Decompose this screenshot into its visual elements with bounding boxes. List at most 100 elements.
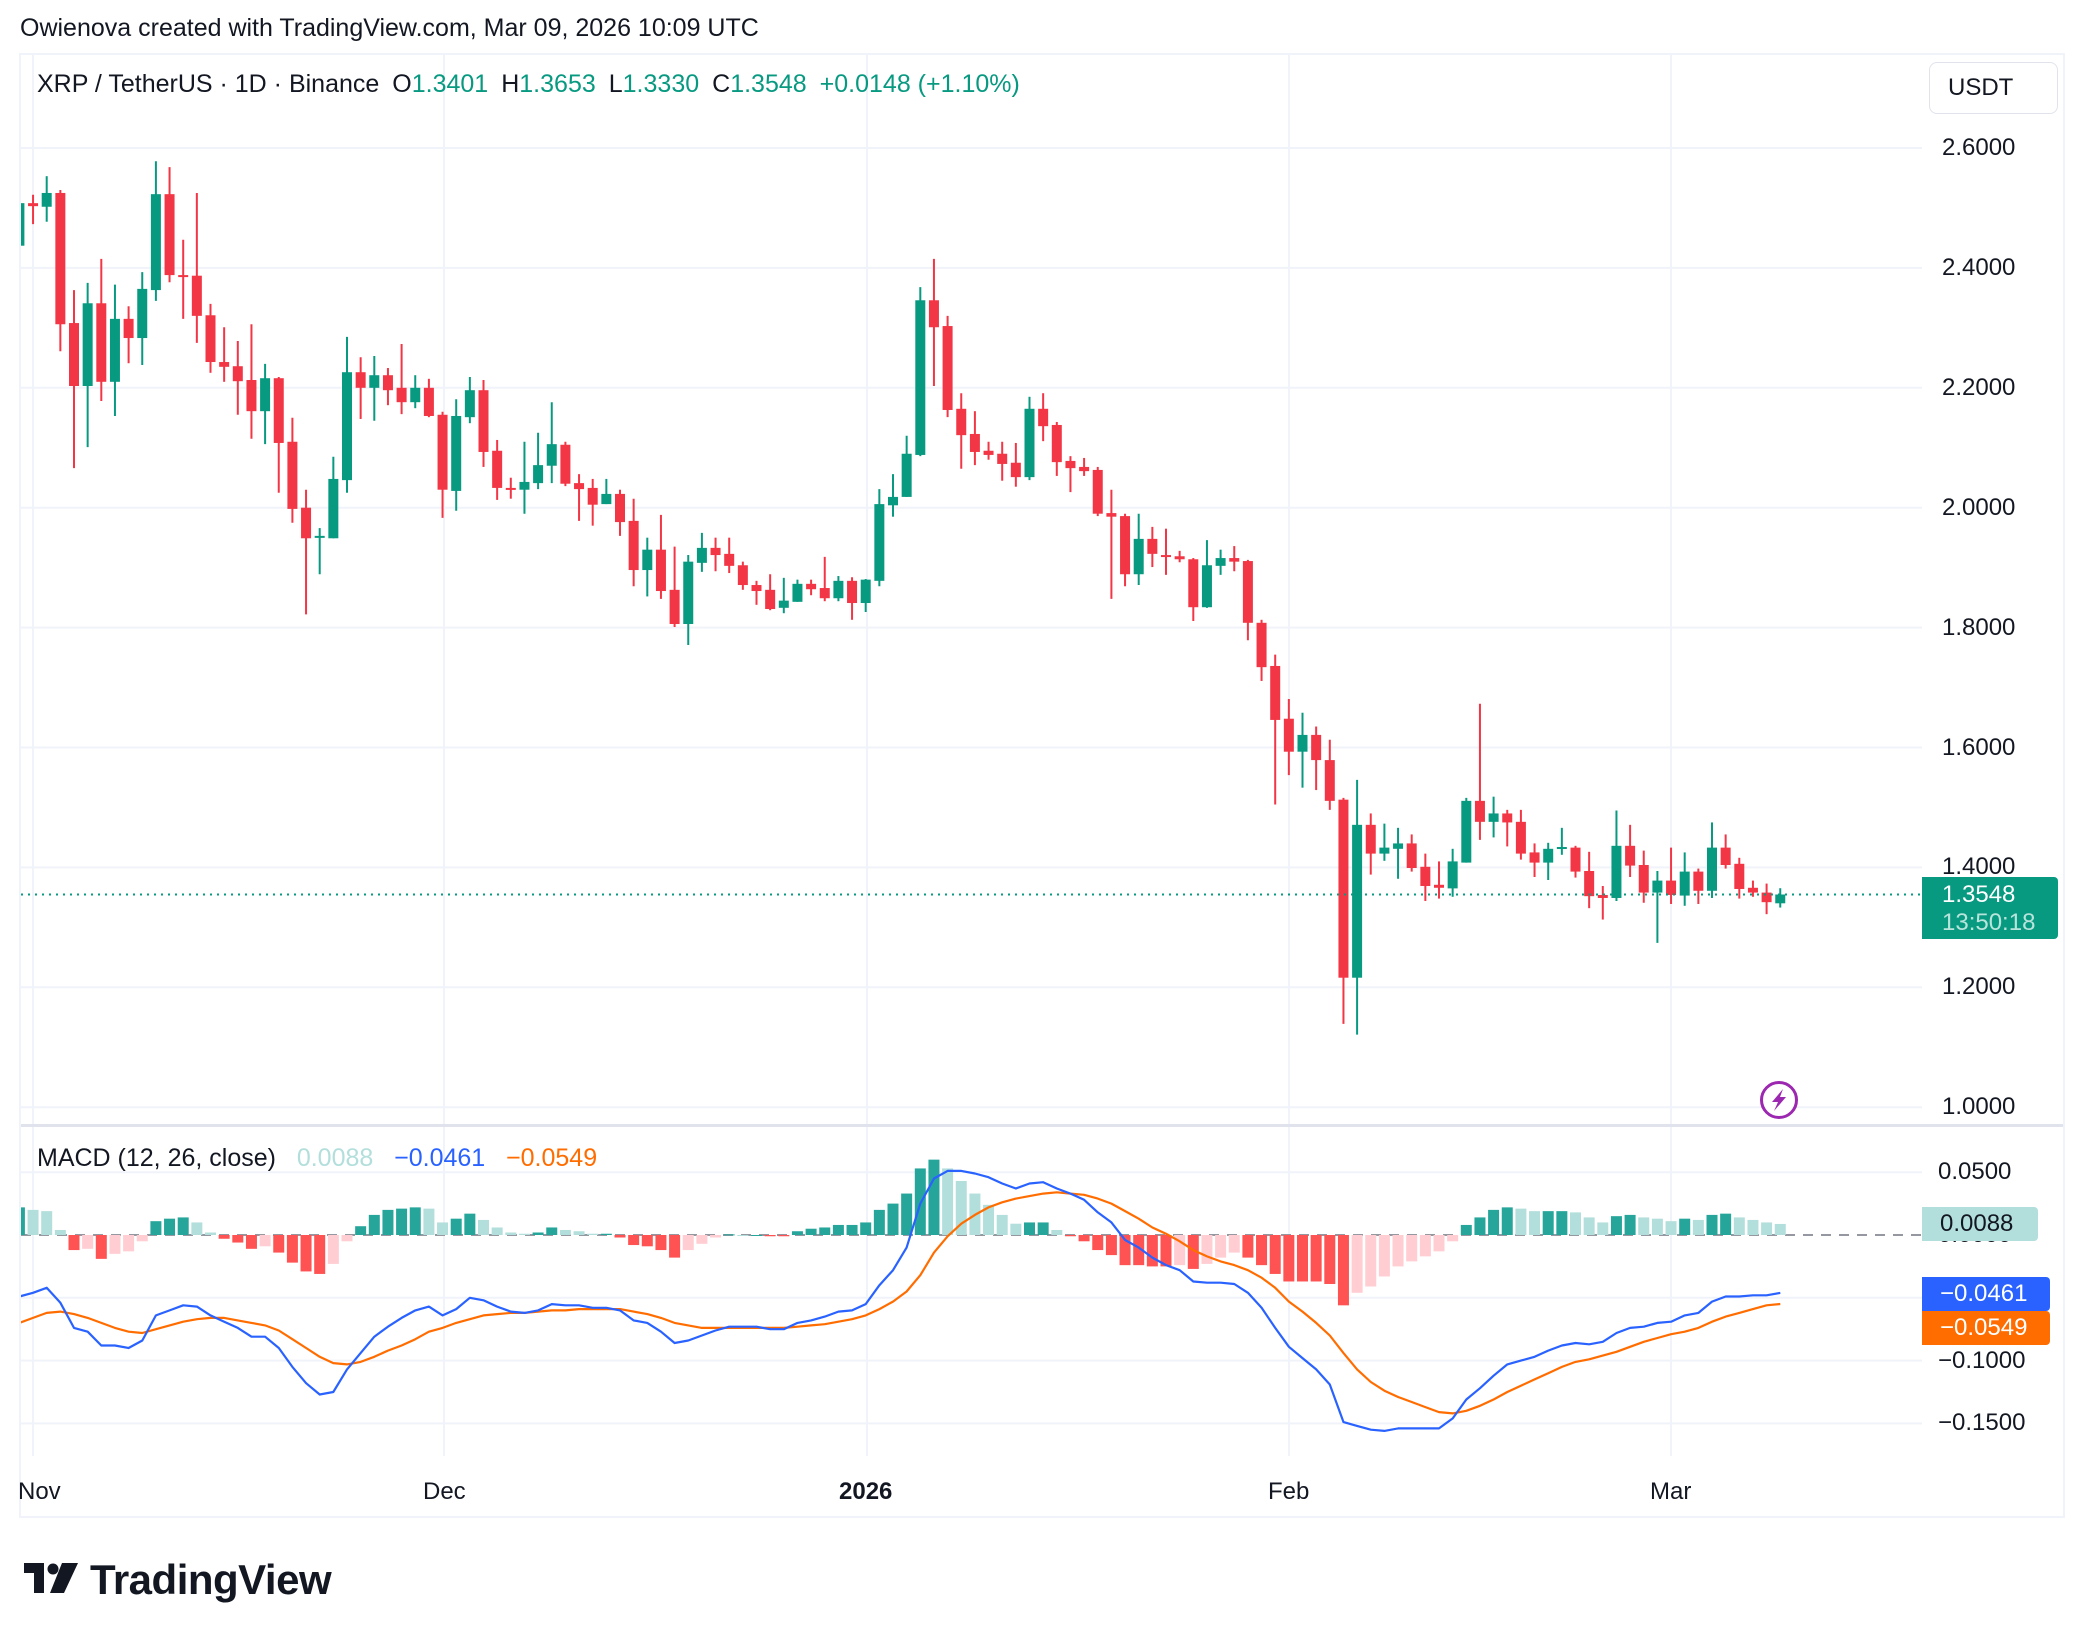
macd-legend: MACD (12, 26, close) 0.0088 −0.0461 −0.0… bbox=[37, 1144, 597, 1173]
macd-histogram-bar bbox=[396, 1208, 408, 1235]
candle-body bbox=[382, 375, 393, 391]
macd-histogram-bar bbox=[1610, 1216, 1622, 1235]
time-tick-label: Mar bbox=[1650, 1478, 1692, 1505]
candle-body bbox=[1311, 734, 1322, 761]
open-value: 1.3401 bbox=[411, 70, 489, 98]
macd-title[interactable]: MACD (12, 26, close) bbox=[37, 1144, 276, 1172]
macd-histogram-bar bbox=[382, 1209, 394, 1235]
candle-body bbox=[1611, 845, 1622, 898]
candle-body bbox=[1761, 892, 1772, 903]
tradingview-logo[interactable]: TradingView bbox=[24, 1556, 332, 1604]
candle-body bbox=[1338, 799, 1349, 978]
macd-histogram-bar bbox=[983, 1204, 995, 1235]
candle-body bbox=[369, 375, 380, 388]
macd-histogram-bar bbox=[1378, 1235, 1390, 1277]
macd-histogram-bar bbox=[1679, 1218, 1691, 1235]
macd-histogram-bar bbox=[805, 1228, 817, 1235]
macd-histogram-bar bbox=[819, 1227, 831, 1235]
macd-histogram-bar bbox=[1269, 1235, 1281, 1274]
pane-separator[interactable] bbox=[21, 1124, 2063, 1127]
candle-body bbox=[1201, 565, 1212, 608]
macd-histogram-bar bbox=[1351, 1235, 1363, 1293]
currency-button[interactable]: USDT bbox=[1929, 62, 2058, 114]
chart-credit: Owienova created with TradingView.com, M… bbox=[20, 14, 759, 42]
macd-histogram-bar bbox=[1583, 1217, 1595, 1235]
candle-body bbox=[1188, 559, 1199, 608]
macd-histogram-bar bbox=[450, 1218, 462, 1235]
macd-histogram-bar bbox=[205, 1232, 216, 1235]
macd-histogram-bar bbox=[1597, 1222, 1609, 1235]
macd-histogram-bar bbox=[1092, 1235, 1104, 1251]
candle-body bbox=[901, 453, 912, 497]
macd-histogram-bar bbox=[355, 1226, 367, 1235]
macd-histogram-bar bbox=[587, 1233, 599, 1235]
candle-body bbox=[615, 493, 625, 523]
macd-histogram-bar bbox=[1324, 1235, 1336, 1284]
candle-body bbox=[137, 288, 148, 339]
macd-histogram-bar bbox=[573, 1231, 585, 1235]
candle-body bbox=[696, 547, 707, 563]
candle-body bbox=[1461, 800, 1472, 863]
macd-histogram-bar bbox=[1215, 1235, 1227, 1258]
candle-body bbox=[1174, 556, 1185, 560]
candle-body bbox=[232, 366, 243, 382]
candle-body bbox=[1038, 408, 1049, 427]
price-tick-label: 2.6000 bbox=[1942, 134, 2016, 161]
candle-body bbox=[1297, 734, 1308, 752]
time-tick-label: 2026 bbox=[839, 1478, 893, 1505]
candle-body bbox=[587, 487, 598, 505]
macd-histogram-bar bbox=[1392, 1235, 1404, 1267]
candle-body bbox=[642, 549, 653, 571]
candle-body bbox=[96, 303, 107, 382]
candle-body bbox=[847, 580, 858, 604]
candle-body bbox=[983, 450, 994, 455]
candle-body bbox=[82, 303, 93, 387]
macd-histogram-bar bbox=[218, 1235, 230, 1239]
candle-body bbox=[601, 493, 612, 505]
candle-body bbox=[1106, 513, 1117, 517]
macd-histogram-bar bbox=[1556, 1211, 1568, 1235]
lightning-icon[interactable] bbox=[1759, 1080, 1799, 1120]
macd-histogram-bar bbox=[1297, 1235, 1308, 1282]
candle-body bbox=[655, 549, 666, 592]
candle-body bbox=[819, 588, 830, 599]
macd-histogram-bar bbox=[1283, 1235, 1295, 1282]
candle-body bbox=[55, 192, 66, 325]
candle-body bbox=[806, 583, 817, 590]
price-tick-label: 1.6000 bbox=[1942, 733, 2016, 761]
candle-body bbox=[505, 487, 516, 490]
price-tick-label: 1.0000 bbox=[1942, 1093, 2016, 1121]
symbol-title[interactable]: XRP / TetherUS · 1D · Binance bbox=[37, 70, 380, 98]
candle-body bbox=[1693, 871, 1704, 891]
candle-body bbox=[1707, 847, 1717, 891]
macd-histogram-bar bbox=[1761, 1222, 1773, 1235]
candle-body bbox=[1720, 847, 1731, 866]
macd-histogram-bar bbox=[559, 1229, 571, 1235]
candle-body bbox=[437, 414, 448, 490]
candle-body bbox=[546, 444, 557, 466]
candle-body bbox=[123, 318, 134, 339]
macd-histogram-bar bbox=[1064, 1235, 1076, 1237]
symbol-legend: XRP / TetherUS · 1D · Binance O 1.3401 H… bbox=[37, 70, 1020, 99]
candle-body bbox=[1570, 847, 1581, 872]
macd-histogram-bar bbox=[723, 1234, 735, 1236]
candle-body bbox=[1488, 813, 1499, 822]
macd-histogram-bar bbox=[164, 1218, 176, 1235]
macd-histogram-bar bbox=[1433, 1235, 1445, 1252]
candle-body bbox=[1393, 843, 1404, 849]
macd-histogram-bar bbox=[1146, 1235, 1158, 1267]
candle-body bbox=[1747, 887, 1758, 893]
macd-histogram-bar bbox=[368, 1214, 380, 1235]
candle-body bbox=[205, 315, 216, 363]
candle-body bbox=[560, 444, 571, 484]
candle-body bbox=[765, 589, 776, 610]
candle-body bbox=[355, 372, 366, 388]
candle-body bbox=[178, 275, 189, 278]
candle-body bbox=[1543, 848, 1554, 863]
macd-histogram-bar bbox=[1228, 1235, 1240, 1253]
macd-histogram-bar bbox=[928, 1159, 940, 1235]
candle-body bbox=[1229, 558, 1240, 562]
candle-body bbox=[997, 453, 1008, 464]
macd-histogram-bar bbox=[1365, 1235, 1377, 1287]
